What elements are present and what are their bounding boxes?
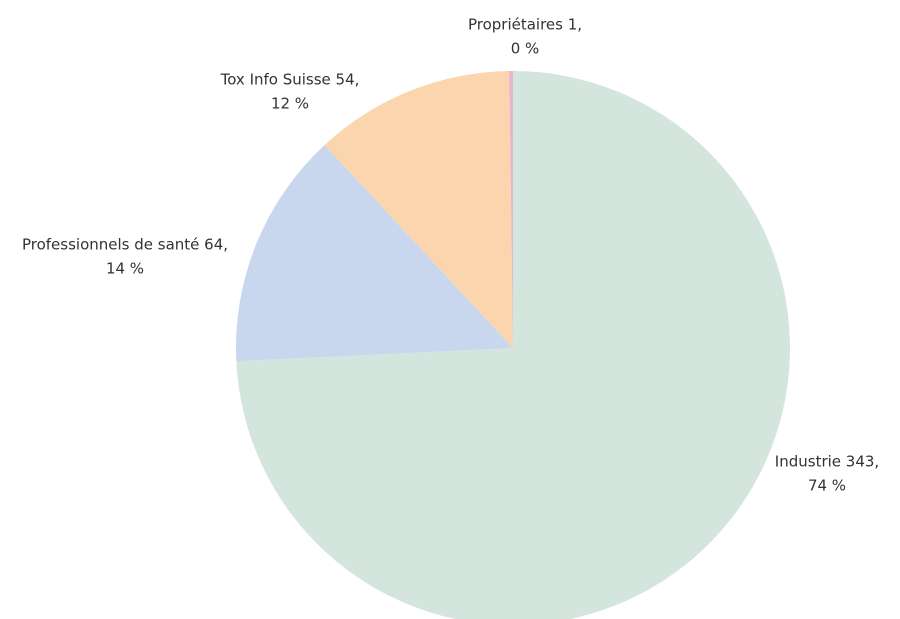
- slice-label: Professionnels de santé 64,: [22, 236, 228, 254]
- pie-slice: [236, 144, 513, 362]
- pie-slice: [509, 71, 513, 348]
- slice-percent: 14 %: [106, 260, 144, 278]
- slice-label: Propriétaires 1,: [468, 16, 582, 34]
- pie-slice: [236, 71, 790, 619]
- slice-label: Industrie 343,: [775, 453, 879, 471]
- slice-label: Tox Info Suisse 54,: [220, 71, 360, 89]
- slice-percent: 12 %: [271, 95, 309, 113]
- slice-percent: 0 %: [511, 40, 540, 58]
- slice-percent: 74 %: [808, 477, 846, 495]
- pie-slice: [324, 71, 513, 348]
